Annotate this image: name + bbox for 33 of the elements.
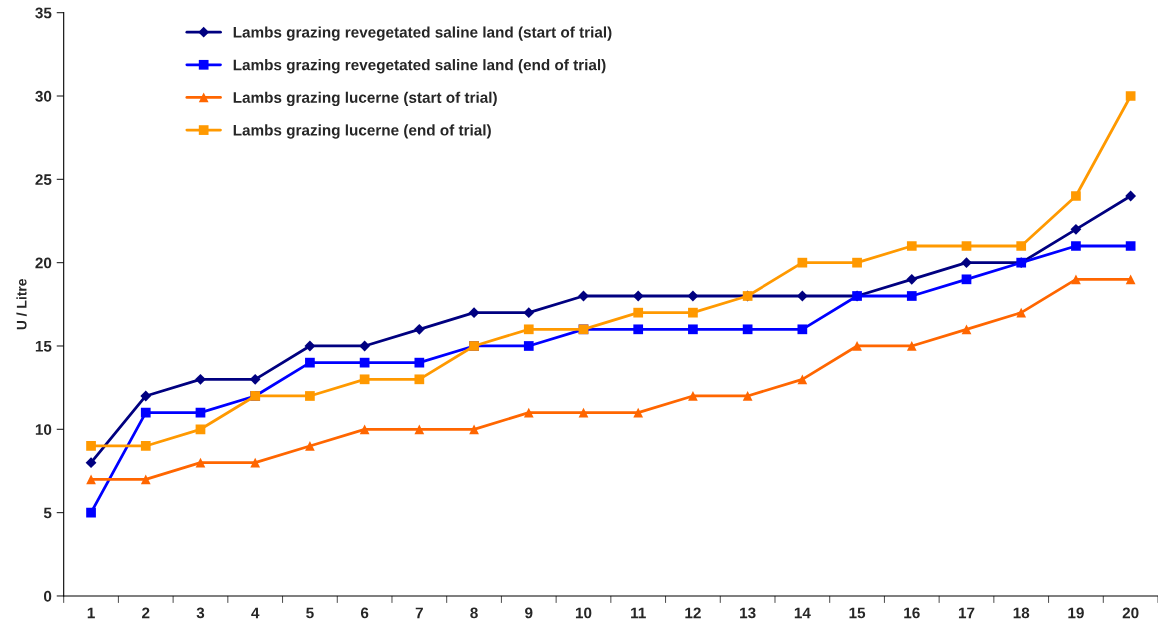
x-tick-label: 13 (740, 607, 756, 619)
y-tick-label: 35 (35, 7, 52, 19)
y-axis-title: U / Litre (16, 278, 27, 330)
x-tick-label: 1 (87, 607, 95, 619)
y-tick-label: 30 (35, 90, 52, 102)
x-tick-label: 18 (1013, 607, 1030, 619)
x-tick-label: 8 (470, 607, 478, 619)
x-tick-label: 17 (958, 607, 975, 619)
x-tick-label: 9 (525, 607, 533, 619)
x-tick-label: 11 (631, 607, 646, 619)
x-tick-label: 14 (794, 607, 811, 619)
x-tick-label: 16 (904, 607, 920, 619)
legend-label: Lambs grazing lucerne (start of trial) (233, 91, 497, 107)
y-tick-label: 25 (35, 174, 52, 186)
x-tick-label: 12 (685, 607, 701, 619)
x-tick-label: 19 (1068, 607, 1084, 619)
y-tick-label: 10 (35, 424, 52, 435)
legend-label: Lambs grazing revegetated saline land (end of trial) (233, 59, 606, 74)
x-tick-label: 3 (196, 607, 205, 619)
x-tick-label: 10 (575, 607, 592, 619)
x-tick-label: 6 (360, 607, 369, 619)
x-tick-label: 7 (415, 607, 423, 619)
x-tick-label: 15 (849, 607, 866, 619)
x-tick-label: 2 (142, 607, 150, 619)
x-tick-label: 4 (251, 607, 260, 619)
legend-label: Lambs grazing lucerne (end of trial) (233, 124, 491, 139)
y-tick-label: 5 (43, 507, 52, 519)
x-tick-label: 20 (1122, 607, 1139, 619)
y-tick-label: 0 (43, 590, 52, 602)
y-tick-label: 20 (35, 257, 52, 269)
legend-label: Lambs grazing revegetated saline land (start of trial) (233, 26, 612, 41)
y-tick-label: 15 (35, 341, 52, 352)
x-tick-label: 5 (306, 607, 314, 619)
